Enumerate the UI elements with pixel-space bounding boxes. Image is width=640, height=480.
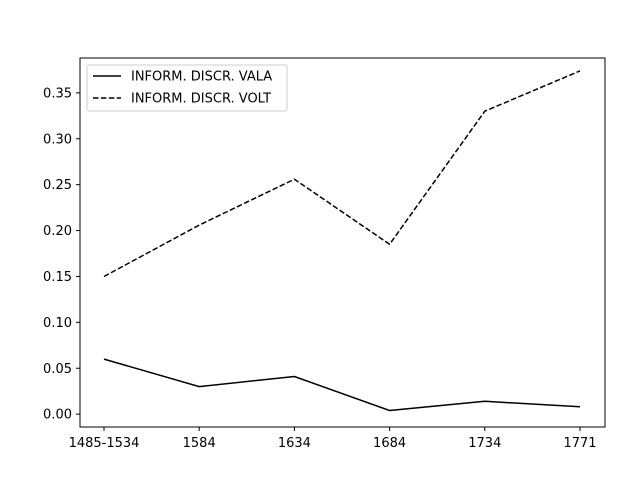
y-tick-label: 0.30 xyxy=(43,132,72,147)
x-tick-label: 1684 xyxy=(373,436,406,451)
x-tick-label: 1771 xyxy=(563,436,596,451)
plot-frame xyxy=(79,57,606,428)
x-tick-label: 1485-1534 xyxy=(69,436,140,451)
series-group xyxy=(103,70,581,412)
x-tick-label: 1734 xyxy=(468,436,501,451)
y-tick-label: 0.20 xyxy=(43,224,72,239)
legend-box xyxy=(86,64,288,112)
x-tick-label: 1584 xyxy=(183,436,216,451)
legend-label-vala: INFORM. DISCR. VALA xyxy=(131,70,272,85)
legend-label-volt: INFORM. DISCR. VOLT xyxy=(131,92,271,107)
axis-ticks: 1485-1534 1584 1634 1684 1734 1771 0.00 0.05 0.1… xyxy=(43,86,597,451)
plot-area xyxy=(80,58,605,427)
x-tick-label: 1634 xyxy=(278,436,311,451)
y-tick-label: 0.00 xyxy=(43,408,72,423)
y-tick-label: 0.35 xyxy=(43,86,72,101)
y-tick-label: 0.15 xyxy=(43,270,72,285)
y-tick-label: 0.05 xyxy=(43,362,72,377)
series-line-volt xyxy=(103,70,581,278)
y-tick-label: 0.10 xyxy=(43,316,72,331)
y-tick-label: 0.25 xyxy=(43,178,72,193)
legend: INFORM. DISCR. VALA INFORM. DISCR. VOLT xyxy=(86,64,288,112)
series-line-vala xyxy=(103,358,581,412)
